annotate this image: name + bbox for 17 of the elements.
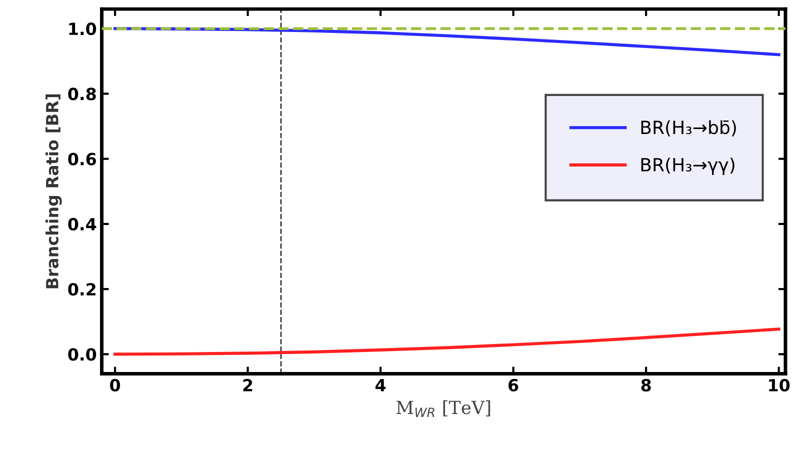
x-tick-label: 4 xyxy=(376,379,386,392)
y-tick-label: 0.2 xyxy=(68,283,96,296)
x-tick-label: 10 xyxy=(769,378,790,392)
x-tick-label: 6 xyxy=(508,378,518,392)
y-axis-title: Branching Ratio [BR] xyxy=(46,94,62,288)
y-tick-label: 0.6 xyxy=(68,152,96,166)
line-series xyxy=(114,328,780,356)
x-axis-title: M$_{WR}$ [TeV] xyxy=(396,400,490,417)
x-tick-label: 0 xyxy=(110,378,120,392)
y-tick-label: 0.0 xyxy=(68,348,96,361)
x-tick-label: 8 xyxy=(641,378,651,392)
y-tick-label: 0.8 xyxy=(68,88,96,100)
legend-label: BR(H₃→bb̄) xyxy=(641,120,736,136)
y-tick-label: 0.4 xyxy=(68,218,96,231)
y-tick-label: 1.0 xyxy=(69,22,96,36)
legend-label: BR(H₃→γγ) xyxy=(641,158,734,176)
x-tick-label: 2 xyxy=(243,378,252,392)
